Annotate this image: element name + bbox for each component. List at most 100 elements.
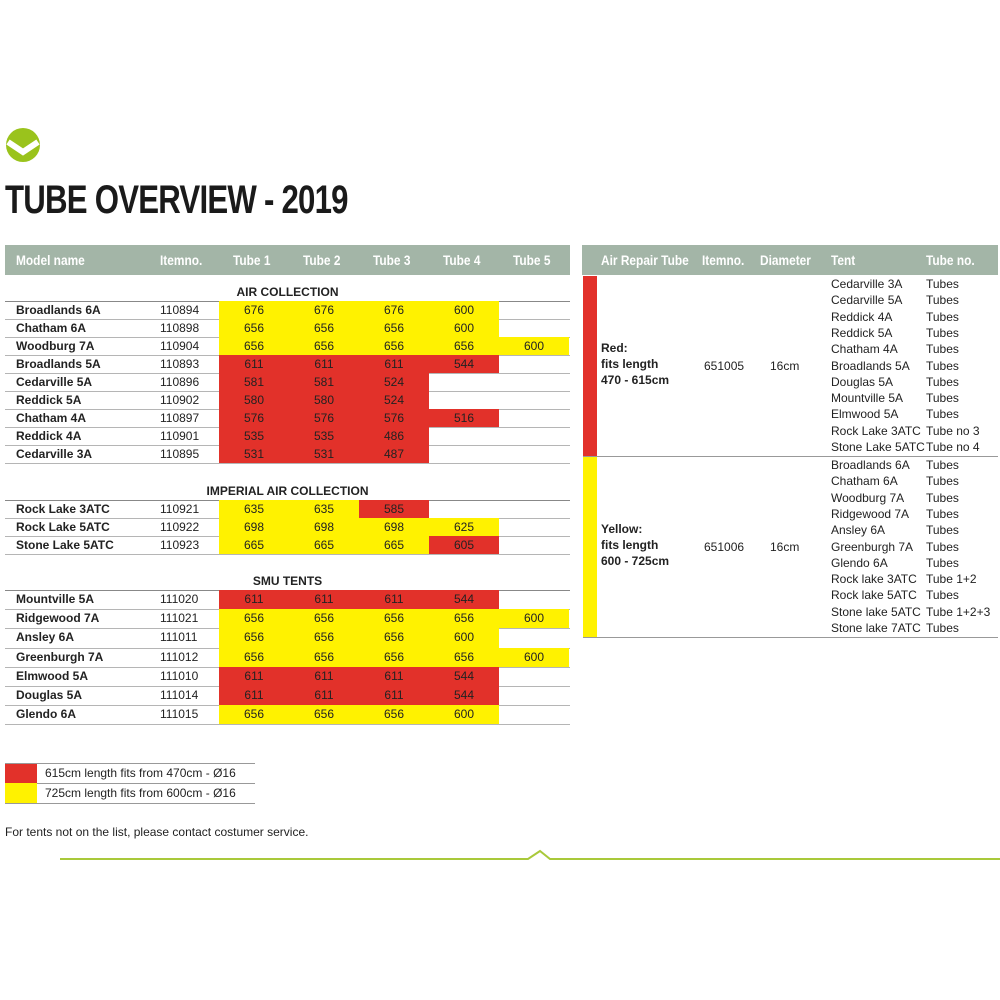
section-title: SMU TENTS: [252, 574, 323, 588]
group-label: Yellow:: [601, 521, 643, 536]
legend-text: 615cm length fits from 470cm - Ø16: [45, 766, 236, 780]
tube-cell: 544: [429, 590, 499, 610]
column-header: Itemno.: [702, 252, 745, 268]
tube-number: Tubes: [926, 523, 959, 538]
tube-cell: 600: [429, 705, 499, 725]
column-header: Air Repair Tube: [601, 252, 689, 268]
model-name: Broadlands 6A: [16, 303, 101, 317]
section-title: AIR COLLECTION: [236, 285, 339, 299]
tube-cell: 656: [429, 647, 499, 667]
item-number: 110904: [160, 339, 200, 353]
group-stripe: [583, 457, 597, 637]
tube-number: Tubes: [926, 490, 959, 505]
item-number: 110896: [160, 375, 200, 389]
tube-number: Tubes: [926, 555, 959, 570]
tent-name: Glendo 6A: [831, 555, 888, 570]
tube-cell: 676: [289, 301, 359, 319]
model-name: Ridgewood 7A: [16, 611, 100, 626]
tube-cell: 535: [289, 427, 359, 445]
tube-number: Tubes: [926, 277, 959, 291]
tube-cell: 698: [289, 518, 359, 536]
group-label: fits length: [601, 537, 659, 552]
tube-number: Tubes: [926, 539, 959, 554]
tent-name: Douglas 5A: [831, 374, 894, 389]
model-name: Rock Lake 3ATC: [16, 502, 110, 516]
tube-cell: 600: [499, 609, 569, 629]
item-number: 110923: [160, 538, 200, 552]
tent-name: Greenburgh 7A: [831, 539, 914, 554]
tube-number: Tube no 3: [926, 423, 980, 438]
right-header: [582, 245, 998, 275]
tube-cell: 656: [289, 628, 359, 648]
row-rule: [5, 803, 255, 804]
tube-cell: 487: [359, 445, 429, 463]
item-number: 651005: [704, 358, 745, 373]
row-rule: [5, 763, 255, 764]
tent-name: Rock Lake 3ATC: [831, 423, 921, 438]
tube-cell: 656: [359, 337, 429, 355]
group-label: 600 - 725cm: [601, 553, 670, 568]
tent-name: Stone lake 5ATC: [831, 604, 921, 619]
model-name: Rock Lake 5ATC: [16, 520, 110, 534]
tent-name: Elmwood 5A: [831, 407, 899, 422]
tube-cell: 656: [289, 647, 359, 667]
tube-cell: 544: [429, 686, 499, 706]
item-number: 110902: [160, 393, 200, 407]
tube-number: Tubes: [926, 309, 959, 324]
tube-cell: 635: [289, 500, 359, 518]
tube-cell: 535: [219, 427, 289, 445]
item-number: 110898: [160, 321, 200, 335]
tube-cell: 585: [359, 500, 429, 518]
tent-name: Reddick 5A: [831, 325, 893, 340]
tube-cell: 656: [289, 705, 359, 725]
item-number: 110894: [160, 303, 200, 317]
tube-cell: 656: [359, 705, 429, 725]
tent-name: Stone Lake 5ATC: [831, 440, 925, 454]
tube-cell: 580: [219, 391, 289, 409]
tube-number: Tube 1+2: [926, 572, 977, 587]
row-rule: [583, 455, 998, 457]
tube-cell: 656: [429, 609, 499, 629]
tube-cell: 656: [219, 647, 289, 667]
model-name: Greenburgh 7A: [16, 649, 104, 664]
row-rule: [5, 783, 255, 784]
tent-name: Rock lake 5ATC: [831, 588, 917, 603]
item-number: 110895: [160, 447, 200, 461]
tube-cell: 531: [219, 445, 289, 463]
tube-cell: 486: [359, 427, 429, 445]
model-name: Cedarville 5A: [16, 375, 93, 389]
item-number: 111021: [160, 611, 199, 626]
row-rule: [583, 636, 998, 638]
column-header: Tube 3: [373, 252, 411, 268]
tube-cell: 665: [289, 536, 359, 554]
tube-number: Tubes: [926, 621, 959, 635]
tube-cell: 524: [359, 373, 429, 391]
tube-cell: 656: [289, 609, 359, 629]
column-header: Model name: [16, 252, 85, 268]
logo: [6, 128, 40, 162]
tube-cell: 581: [219, 373, 289, 391]
tube-cell: 611: [359, 686, 429, 706]
tube-cell: 656: [289, 337, 359, 355]
tube-cell: 600: [499, 647, 569, 667]
item-number: 111020: [160, 592, 199, 606]
model-name: Reddick 4A: [16, 429, 82, 443]
tube-cell: 656: [359, 319, 429, 337]
item-number: 651006: [704, 539, 745, 554]
group-label: Red:: [601, 340, 628, 355]
tube-number: Tubes: [926, 358, 959, 373]
left-header: [5, 245, 570, 275]
tube-cell: 600: [429, 301, 499, 319]
tent-name: Ridgewood 7A: [831, 506, 910, 521]
tent-name: Cedarville 3A: [831, 277, 903, 291]
tube-number: Tubes: [926, 391, 959, 406]
tube-cell: 656: [289, 319, 359, 337]
tent-name: Reddick 4A: [831, 309, 893, 324]
tube-cell: 611: [289, 666, 359, 686]
tube-number: Tubes: [926, 293, 959, 308]
tube-cell: 611: [359, 355, 429, 373]
tube-number: Tubes: [926, 407, 959, 422]
row-rule: [5, 554, 570, 555]
model-name: Chatham 4A: [16, 411, 87, 425]
tube-cell: 656: [219, 705, 289, 725]
